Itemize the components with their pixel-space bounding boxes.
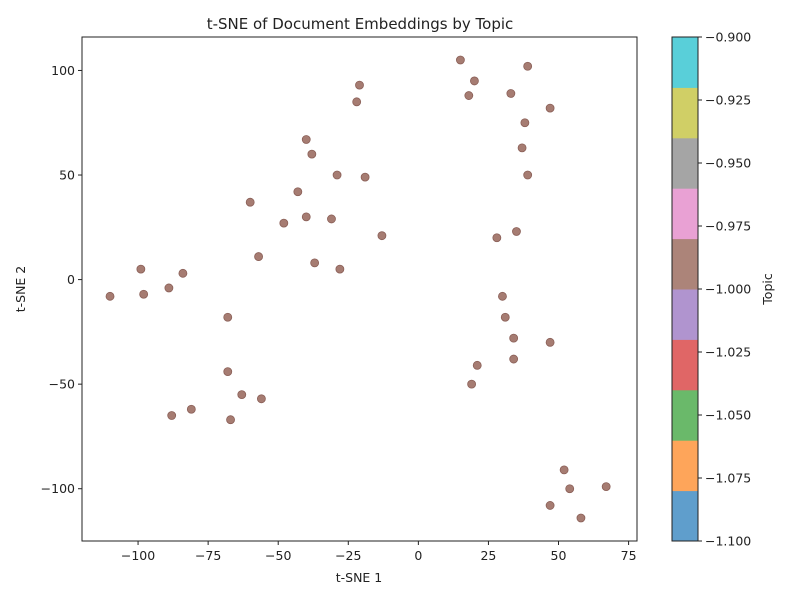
colorbar-segment [672,490,698,542]
data-point [136,264,146,274]
colorbar-tick-label: −1.100 [705,534,751,549]
data-point [279,218,289,228]
x-tick-label: −50 [265,548,291,563]
data-point [352,97,362,107]
colorbar: −0.900 −0.925 −0.950 −0.975 −1.000 −1.025 −1.0… [671,30,751,549]
data-point [245,197,255,207]
x-tick-label: −100 [121,548,155,563]
data-point [576,513,586,523]
data-point [565,484,575,494]
data-point [355,80,364,90]
x-axis-label: t-SNE 1 [336,570,383,585]
data-point [517,143,527,153]
y-tick-label: 100 [51,63,75,78]
data-point [520,118,530,128]
data-points [105,55,611,523]
data-point [307,149,317,159]
colorbar-segment [672,37,698,88]
data-point [237,390,247,400]
data-point [105,291,115,301]
data-point [523,61,533,71]
data-point [226,415,235,425]
data-point [601,482,611,492]
colorbar-tick-label: −0.925 [705,93,751,108]
colorbar-segment [672,137,698,189]
x-tick-label: −75 [195,548,221,563]
data-point [545,103,555,113]
data-point [523,170,533,180]
y-tick-label: −50 [49,377,75,392]
y-tick-label: 50 [59,168,75,183]
data-point [464,91,474,100]
data-point [223,312,233,322]
chart-title: t-SNE of Document Embeddings by Topic [207,15,514,33]
colorbar-segment [672,440,698,492]
data-point [223,367,233,377]
data-point [456,55,465,65]
data-point [545,501,555,510]
x-tick-label: 50 [551,548,567,563]
data-point [164,283,174,293]
data-point [293,187,303,197]
plot-frame [81,36,638,542]
data-point [335,264,345,274]
x-tick-label: −25 [335,548,361,563]
colorbar-tick-label: −0.975 [705,219,751,234]
data-point [186,404,196,414]
colorbar-segment [672,339,698,391]
data-point [559,465,569,475]
colorbar-label: Topic [760,273,775,306]
data-point [492,233,502,243]
data-point [167,411,177,420]
data-point [467,379,477,389]
colorbar-tick-label: −1.025 [705,345,751,360]
colorbar-segment [672,87,698,139]
data-point [506,89,516,98]
y-axis-label: t-SNE 2 [13,266,28,313]
colorbar-tick-label: −1.050 [705,408,751,423]
data-point [509,333,519,343]
data-point [332,170,342,180]
data-point [472,360,482,370]
x-tick-label: 0 [414,548,422,563]
data-point [139,289,149,299]
colorbar-segment [672,188,698,240]
colorbar-segment [672,238,698,290]
y-tick-label: −100 [41,481,75,496]
y-axis: −100 −50 0 50 100 [41,63,82,496]
colorbar-tick-label: −0.950 [705,156,751,171]
data-point [178,268,188,278]
colorbar-tick-label: −0.900 [705,30,751,45]
colorbar-segment [672,389,698,441]
data-point [301,135,311,144]
data-point [509,354,519,364]
colorbar-segment [672,289,698,340]
x-tick-label: 75 [621,548,637,563]
data-point [377,231,387,241]
x-axis: −100 −75 −50 −25 0 25 50 75 [121,541,637,563]
y-tick-label: 0 [67,272,75,287]
x-tick-label: 25 [480,548,496,563]
data-point [470,76,479,86]
data-point [360,172,370,182]
data-point [256,394,266,404]
data-point [301,212,311,222]
data-point [327,214,336,224]
colorbar-tick-label: −1.000 [705,282,751,297]
data-point [545,337,555,347]
data-point [254,252,263,261]
data-point [498,291,507,301]
data-point [512,227,521,236]
data-point [310,258,320,268]
data-point [500,312,510,322]
colorbar-tick-label: −1.075 [705,471,751,486]
